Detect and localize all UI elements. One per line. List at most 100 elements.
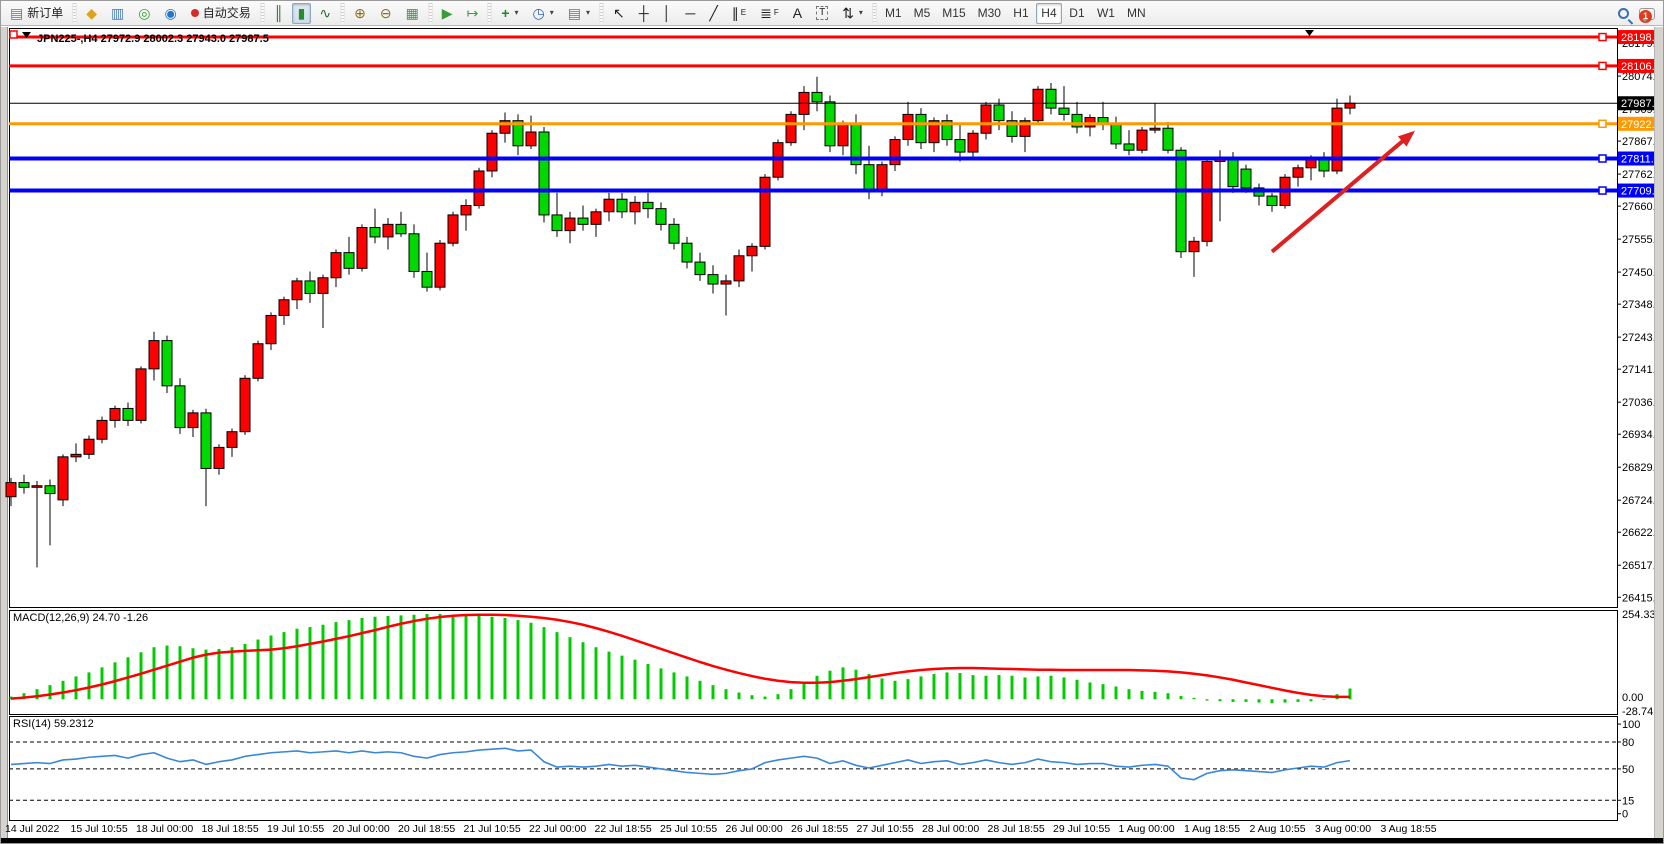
candle-body bbox=[447, 214, 459, 244]
zoom-in-icon: ⊕ bbox=[354, 5, 366, 21]
price-tick-label: 27555.0 bbox=[1622, 234, 1654, 246]
timeframe-button-M15[interactable]: M15 bbox=[942, 5, 966, 20]
svg-text:27987.5: 27987.5 bbox=[1621, 98, 1654, 110]
channel-icon[interactable]: ∥ E bbox=[726, 3, 752, 24]
gold-icon: ◆ bbox=[86, 5, 98, 21]
line-handle[interactable] bbox=[1598, 32, 1607, 42]
timeframe-button-M5[interactable]: M5 bbox=[913, 5, 931, 20]
candle-body bbox=[525, 131, 537, 147]
time-axis[interactable]: 14 Jul 2022 15 Jul 10:55 18 Jul 00:00 18 Ju… bbox=[5, 823, 1437, 835]
chevron-down-icon[interactable]: ▾ bbox=[585, 8, 590, 17]
price-tick-label: 27348.0 bbox=[1622, 299, 1654, 311]
macd-scale-label: -28.74 bbox=[1622, 706, 1653, 718]
candle-body bbox=[421, 270, 433, 288]
template-icon[interactable]: ▤ ▾ bbox=[562, 3, 596, 24]
candle-body bbox=[1188, 240, 1200, 253]
rsi-scale-label: 50 bbox=[1622, 764, 1634, 776]
community-icon[interactable]: ◉ bbox=[158, 3, 182, 24]
timeframe-button-M1[interactable]: M1 bbox=[884, 5, 902, 20]
price-badge: 28106.3 bbox=[1618, 58, 1654, 73]
svg-text:27709.6: 27709.6 bbox=[1621, 186, 1654, 198]
chart-shift-icon[interactable]: ↦ bbox=[461, 3, 485, 24]
chevron-down-icon[interactable]: ▾ bbox=[858, 8, 863, 17]
candle-body bbox=[330, 252, 342, 279]
candle-body bbox=[369, 226, 381, 238]
chart-canvas[interactable]: 28179.028074.027969.027867.027762.027660… bbox=[1, 27, 1654, 838]
price-badge: 27811.6 bbox=[1618, 151, 1654, 166]
auto-scroll-icon[interactable]: ▶ bbox=[436, 3, 459, 24]
candle-body bbox=[382, 223, 394, 238]
window-edge-right bbox=[1654, 27, 1663, 838]
time-label: 3 Aug 18:55 bbox=[1381, 823, 1437, 835]
window-edge-left bbox=[1, 27, 8, 838]
candle-body bbox=[395, 223, 407, 235]
cursor-icon[interactable]: ↖ bbox=[607, 3, 631, 24]
candle-body bbox=[252, 343, 264, 379]
market-watch-icon[interactable]: ▥ bbox=[105, 3, 130, 24]
gold-icon[interactable]: ◆ bbox=[80, 3, 103, 24]
new-order-button: ▤ bbox=[10, 5, 24, 21]
price-tick-label: 26517.0 bbox=[1622, 560, 1654, 572]
line-chart-icon: ∿ bbox=[319, 5, 332, 21]
candle-body bbox=[304, 280, 316, 294]
timeframe-button-D1[interactable]: D1 bbox=[1069, 5, 1085, 20]
toolbar-separator bbox=[259, 3, 265, 23]
chat-icon[interactable]: 1 bbox=[1639, 7, 1655, 23]
bar-chart-icon: ║ bbox=[273, 5, 284, 21]
candle-body bbox=[733, 255, 745, 282]
candle-body bbox=[512, 120, 524, 147]
horizontal-line-icon[interactable]: ─ bbox=[679, 3, 701, 24]
line-handle[interactable] bbox=[1598, 186, 1607, 195]
line-handle[interactable] bbox=[9, 30, 18, 39]
timeframe-button-H1[interactable]: H1 bbox=[1013, 5, 1029, 20]
candle-body bbox=[226, 431, 238, 448]
signal-icon[interactable]: ◎ bbox=[132, 3, 156, 24]
zoom-out-icon: ⊖ bbox=[379, 5, 392, 21]
trendline-icon[interactable]: ╱ bbox=[703, 3, 723, 24]
add-indicator-icon[interactable]: + ▾ bbox=[495, 3, 524, 24]
timeframe-button-M30[interactable]: M30 bbox=[977, 5, 1001, 20]
candle-body bbox=[1019, 120, 1031, 137]
period-clock-icon[interactable]: ◷ ▾ bbox=[527, 3, 560, 24]
crosshair-icon: ┼ bbox=[638, 5, 649, 21]
candle-body bbox=[1006, 120, 1018, 137]
search-icon[interactable] bbox=[1618, 8, 1629, 19]
line-chart-icon[interactable]: ∿ bbox=[313, 3, 337, 24]
line-handle[interactable] bbox=[1598, 61, 1607, 71]
candle-body bbox=[889, 139, 901, 166]
symbol-marker-icon bbox=[22, 32, 31, 38]
text-icon[interactable]: A bbox=[787, 3, 808, 24]
rsi-label: RSI(14) 59.2312 bbox=[13, 718, 94, 730]
chevron-down-icon[interactable]: ▾ bbox=[549, 8, 554, 17]
line-handle[interactable] bbox=[1598, 119, 1607, 129]
label-icon[interactable]: T bbox=[810, 3, 834, 24]
chart-shift-icon: ↦ bbox=[466, 5, 479, 21]
candle-body bbox=[161, 340, 173, 387]
zoom-out-icon[interactable]: ⊖ bbox=[374, 3, 398, 24]
candle-body bbox=[915, 113, 927, 144]
timeframe-button-H4[interactable]: H4 bbox=[1035, 2, 1062, 24]
community-icon: ◉ bbox=[164, 5, 177, 21]
new-order-button[interactable]: ▤ 新订单 bbox=[4, 3, 69, 24]
trend-arrow[interactable] bbox=[1270, 130, 1415, 254]
bar-chart-icon[interactable]: ║ bbox=[268, 3, 290, 24]
price-axis[interactable]: 28179.028074.027969.027867.027762.027660… bbox=[1617, 38, 1654, 604]
candlestick-chart-icon[interactable]: ▮ bbox=[291, 2, 312, 24]
auto-trading-button[interactable]: 自动交易 bbox=[185, 3, 257, 24]
fibonacci-icon[interactable]: ≣ F bbox=[754, 3, 785, 24]
timeframe-button-W1[interactable]: W1 bbox=[1096, 5, 1115, 20]
vertical-line-icon[interactable]: │ bbox=[657, 3, 678, 24]
rsi-scale-label: 15 bbox=[1622, 795, 1634, 807]
price-tick-label: 27243.0 bbox=[1622, 332, 1654, 344]
line-handle[interactable] bbox=[1598, 154, 1607, 163]
price-badge: 27987.5 bbox=[1618, 96, 1654, 111]
timeframe-button-MN[interactable]: MN bbox=[1126, 5, 1146, 20]
tile-windows-icon[interactable]: ▦ bbox=[400, 3, 425, 24]
shapes-icon[interactable]: ⇅ ▾ bbox=[836, 3, 869, 24]
candle-body bbox=[863, 164, 875, 191]
time-label: 1 Aug 18:55 bbox=[1184, 823, 1240, 835]
chevron-down-icon[interactable]: ▾ bbox=[514, 8, 519, 17]
crosshair-icon[interactable]: ┼ bbox=[633, 3, 655, 24]
zoom-in-icon[interactable]: ⊕ bbox=[348, 3, 372, 24]
